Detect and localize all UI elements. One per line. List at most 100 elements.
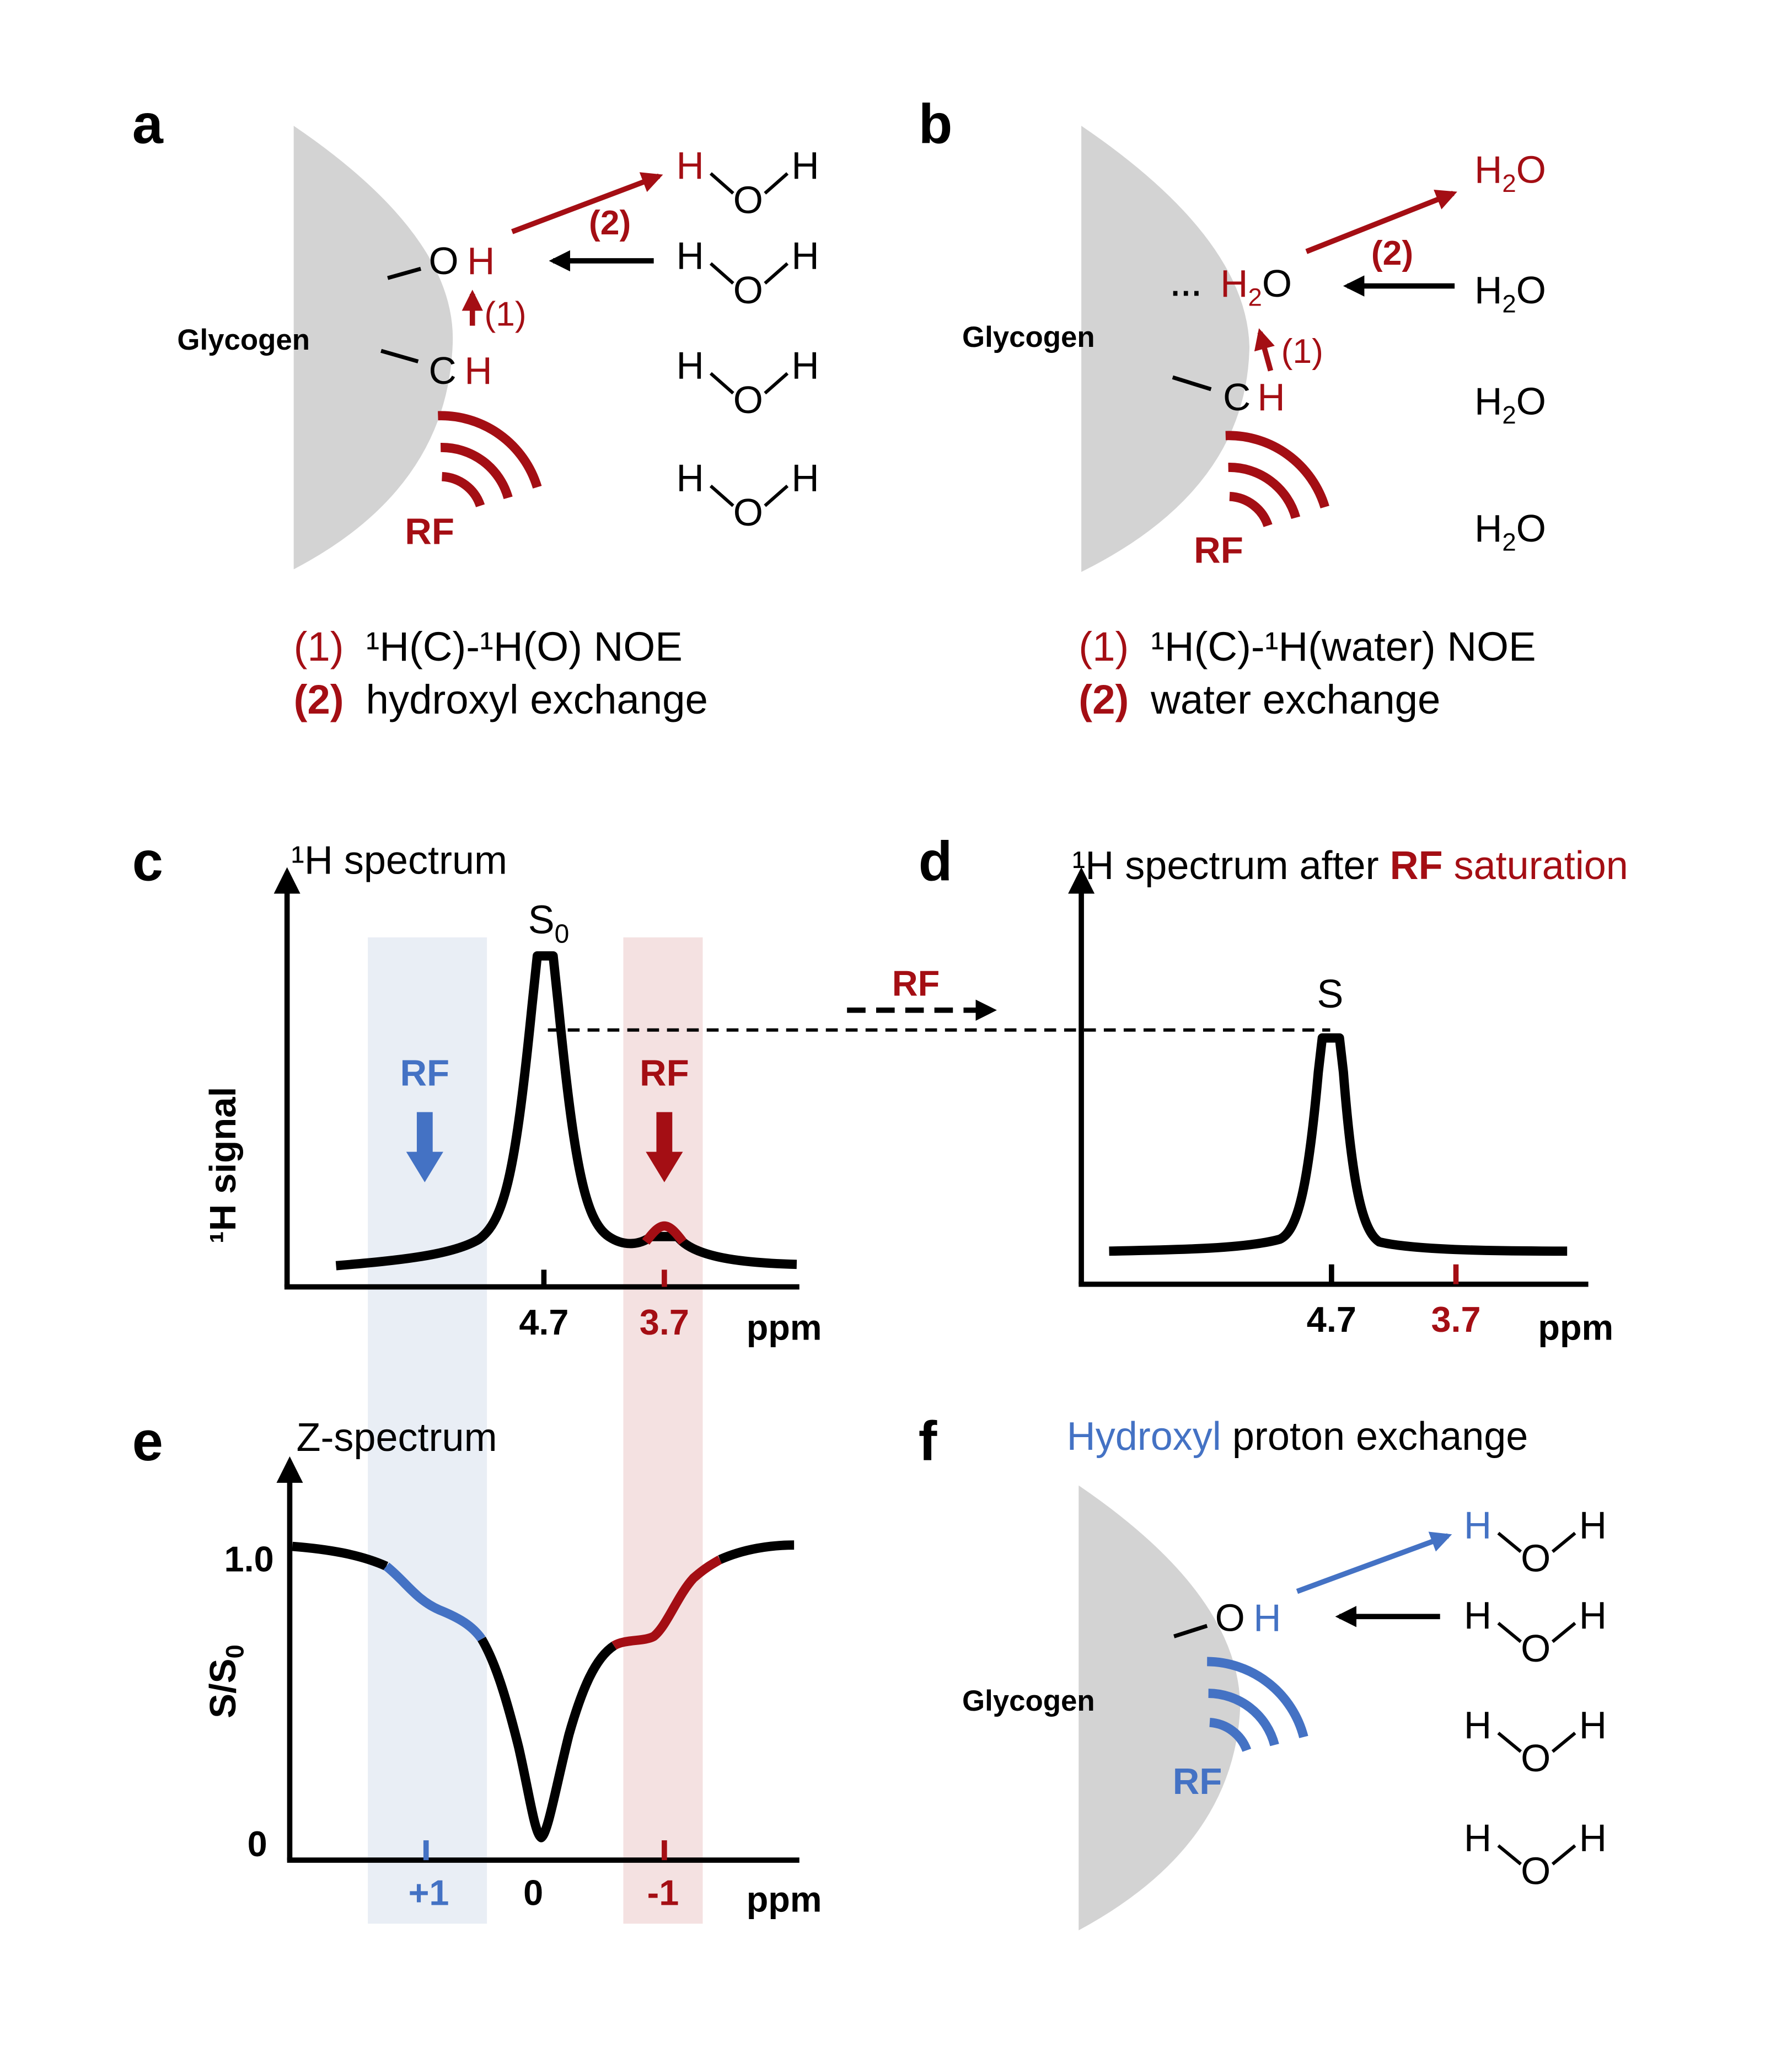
water-molecule: H O H <box>676 234 819 311</box>
free-water-h: H <box>1474 379 1502 422</box>
water-o: O <box>733 269 763 312</box>
caption-num: (2) <box>1079 677 1129 722</box>
caption-text: ¹H(C)-¹H(water) NOE <box>1151 624 1536 669</box>
z-spectrum-black-dip <box>477 1636 617 1842</box>
water-h-left: H <box>1464 1816 1491 1859</box>
x-unit-label: ppm <box>747 1308 822 1348</box>
glycogen-particle <box>1079 1485 1241 1931</box>
caption-text: water exchange <box>1150 677 1440 722</box>
water-bond <box>709 172 734 195</box>
free-water-o: O <box>1516 148 1546 191</box>
water-h-left: H <box>676 344 704 387</box>
panel-f-letter: f <box>919 1411 937 1472</box>
rf-label: RF <box>405 511 454 553</box>
water-bond <box>1551 1622 1576 1643</box>
water-bond <box>1551 1844 1576 1866</box>
panel-f-title-blue: Hydroxyl <box>1067 1415 1221 1459</box>
bound-water-o: O <box>1262 262 1292 305</box>
peak-label: S0 <box>528 898 570 949</box>
panel-d-letter: d <box>919 831 953 893</box>
water-exchange-out-arrow <box>1305 189 1457 254</box>
panel-b: b Glycogen ⋯ H2O C H (1) (2) RF H2O H2O … <box>919 93 1546 722</box>
water-h-left: H <box>676 457 704 500</box>
ch-bond <box>380 349 419 363</box>
free-water-sub: 2 <box>1502 290 1516 318</box>
panel-d: d ¹H spectrum after RF saturation 4.7 3.… <box>919 831 1628 1348</box>
panel-e: e Z-spectrum S/S0 1.0 0 +1 0 -1 ppm <box>132 1411 822 1920</box>
water-molecule: H O H <box>676 457 819 534</box>
step1-tag: (1) <box>484 296 526 334</box>
blue-rf-band <box>368 937 487 1924</box>
step2-tag: (2) <box>589 204 631 242</box>
water-bond <box>764 484 789 507</box>
free-water-sub: 2 <box>1502 528 1516 556</box>
rf-waves <box>438 411 542 507</box>
water-bond <box>764 262 789 285</box>
water-bond <box>1497 1622 1522 1643</box>
glycogen-particle <box>293 126 453 570</box>
ch-carbon: C <box>429 349 457 392</box>
z-spectrum-black-left <box>292 1541 389 1571</box>
rf-label: RF <box>1173 1761 1222 1802</box>
water-h-right: H <box>1579 1816 1607 1859</box>
panel-f-title: Hydroxyl proton exchange <box>1067 1415 1528 1459</box>
free-water: H2O <box>1474 148 1546 197</box>
water-bond <box>709 484 734 507</box>
water-molecule: H O H <box>676 344 819 421</box>
water-o: O <box>1521 1627 1550 1670</box>
water-molecule: H O H <box>1464 1594 1607 1670</box>
water-bond <box>1551 1531 1576 1553</box>
oh-bond <box>387 266 422 280</box>
y-axis-label: S/S0 <box>202 1644 249 1718</box>
panel-d-title: ¹H spectrum after RF saturation <box>1072 844 1628 888</box>
caption-text: hydroxyl exchange <box>366 677 707 722</box>
y-axis-label-main: S/S <box>202 1658 244 1718</box>
x-tick-blue-label: +1 <box>409 1873 449 1913</box>
free-water: H2O <box>1474 269 1546 318</box>
water-h-right: H <box>791 144 819 187</box>
panel-a: a Glycogen O H C H (1) (2) RF H O H H <box>132 93 819 722</box>
panel-a-letter: a <box>132 93 164 155</box>
rf-right-arrow <box>646 1112 683 1182</box>
x-tick-red-label: -1 <box>647 1873 679 1913</box>
glycogen-label: Glycogen <box>962 321 1095 353</box>
water-bond <box>1497 1531 1522 1553</box>
caption-num: (2) <box>294 677 344 722</box>
x-unit-label: ppm <box>1538 1308 1613 1348</box>
panel-e-title: Z-spectrum <box>296 1416 497 1460</box>
z-spectrum-black-right <box>718 1540 795 1564</box>
free-water-h: H <box>1474 148 1502 191</box>
panel-d-title-rf: RF <box>1390 844 1443 888</box>
panel-e-letter: e <box>132 1411 163 1472</box>
hydrogen-bond-dots: ⋯ <box>1170 275 1202 310</box>
glycogen-peak <box>642 1221 687 1245</box>
water-bond <box>1497 1732 1522 1753</box>
y-tick-bottom-label: 0 <box>248 1824 267 1864</box>
panel-c-letter: c <box>132 831 163 893</box>
ch-carbon: C <box>1223 376 1251 419</box>
water-molecule: H O H <box>1464 1816 1607 1892</box>
water-molecule: H O H <box>1464 1703 1607 1780</box>
red-rf-band <box>623 937 703 1924</box>
oh-bond <box>1173 1624 1208 1638</box>
water-h-right: H <box>1579 1703 1607 1746</box>
water-h-right: H <box>791 234 819 277</box>
noe-arrow <box>1254 328 1275 372</box>
water-h-right: H <box>791 457 819 500</box>
water-molecule: H O H <box>676 144 819 221</box>
glycogen-label: Glycogen <box>177 324 310 356</box>
x-unit-label: ppm <box>747 1879 822 1920</box>
panel-b-letter: b <box>919 93 953 155</box>
water-h-left: H <box>1464 1594 1491 1637</box>
bound-water-h: H <box>1220 262 1248 305</box>
panel-d-title-prefix: ¹H spectrum after <box>1072 844 1389 888</box>
ch-hydrogen: H <box>1257 376 1285 419</box>
hydroxyl-exchange-out-arrow <box>1296 1531 1452 1594</box>
rf-right-label: RF <box>640 1053 689 1094</box>
water-o: O <box>733 491 763 534</box>
rf-waves <box>1225 431 1329 528</box>
y-axis-label-sub: 0 <box>221 1644 249 1658</box>
water-bond <box>709 262 734 285</box>
free-water-sub: 2 <box>1502 401 1516 429</box>
caption-text: ¹H(C)-¹H(O) NOE <box>366 624 682 669</box>
